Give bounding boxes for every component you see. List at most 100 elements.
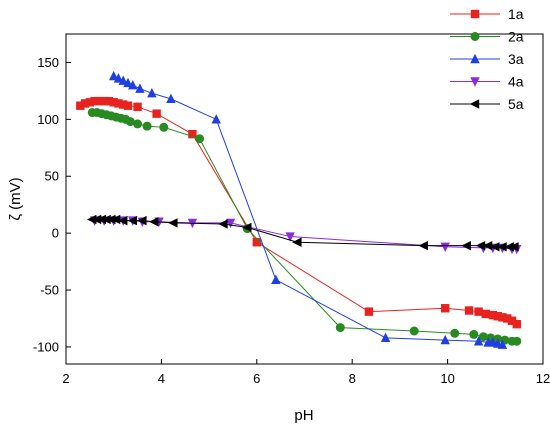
data-point-4a — [440, 242, 450, 252]
series-2a — [87, 108, 522, 346]
data-point-5a — [127, 215, 137, 226]
x-tick-label: 2 — [62, 371, 69, 386]
plot-area — [65, 33, 544, 365]
data-point-2a — [159, 122, 169, 132]
y-tick-label: -50 — [40, 283, 59, 298]
data-point-1a — [507, 316, 517, 325]
data-point-3a — [109, 70, 119, 81]
data-point-3a — [118, 75, 128, 85]
data-point-5a — [91, 214, 102, 225]
data-point-4a — [285, 232, 295, 242]
x-tick-label: 4 — [158, 371, 165, 386]
x-axis-title: pH — [294, 407, 313, 424]
legend-marker — [470, 53, 480, 64]
data-point-1a — [80, 99, 90, 108]
y-tick-label: 50 — [45, 169, 59, 184]
data-point-3a — [147, 87, 157, 98]
legend-marker — [470, 77, 480, 87]
legend-item-1a: 1a — [450, 6, 524, 22]
data-point-2a — [512, 336, 522, 346]
data-point-1a — [119, 100, 128, 109]
data-point-3a — [128, 80, 138, 90]
legend: 1a 2a 3a 4a 5a — [450, 6, 524, 112]
data-point-1a — [252, 238, 261, 247]
data-point-1a — [123, 101, 133, 110]
data-point-1a — [364, 307, 374, 316]
data-point-5a — [101, 214, 111, 225]
data-point-2a — [469, 329, 479, 339]
data-point-1a — [503, 314, 512, 323]
x-tick-label: 6 — [253, 371, 260, 386]
data-point-1a — [133, 102, 142, 112]
data-point-5a — [509, 242, 519, 252]
data-point-2a — [195, 134, 205, 144]
data-point-2a — [133, 119, 143, 129]
y-axis-title: ζ (mV) — [7, 177, 24, 220]
data-point-2a — [450, 328, 460, 338]
series-line-2a — [92, 112, 517, 342]
data-point-5a — [504, 242, 514, 252]
data-point-1a — [493, 312, 502, 321]
data-point-5a — [96, 214, 106, 225]
series-layer — [76, 70, 522, 349]
legend-label: 3a — [508, 51, 524, 67]
data-point-1a — [441, 304, 450, 313]
data-point-1a — [114, 99, 123, 108]
legend-item-3a: 3a — [450, 51, 524, 67]
data-point-5a — [118, 215, 128, 226]
legend-marker — [470, 9, 480, 19]
legend-label: 1a — [508, 6, 524, 22]
data-point-1a — [464, 306, 474, 315]
data-point-1a — [76, 101, 85, 110]
legend-label: 5a — [508, 96, 524, 112]
data-point-5a — [482, 240, 493, 251]
data-point-1a — [488, 310, 498, 320]
data-point-3a — [123, 77, 133, 88]
data-point-1a — [474, 307, 483, 316]
data-point-3a — [271, 274, 281, 284]
data-point-5a — [87, 214, 97, 225]
data-point-1a — [104, 96, 114, 106]
data-point-1a — [481, 309, 490, 319]
data-point-5a — [461, 240, 471, 251]
data-point-1a — [85, 98, 95, 107]
data-point-5a — [106, 214, 116, 225]
data-point-5a — [490, 242, 500, 252]
data-point-5a — [218, 219, 228, 229]
data-point-3a — [440, 334, 450, 345]
legend-item-2a: 2a — [450, 29, 524, 45]
series-5a — [87, 214, 519, 252]
axes-layer: 2 4 6 8 10 12 -100 -50 0 50 100 150 — [33, 55, 550, 386]
data-point-5a — [137, 215, 147, 226]
data-point-3a — [497, 339, 508, 349]
data-point-3a — [380, 332, 391, 343]
data-point-5a — [475, 240, 486, 251]
series-1a — [76, 96, 521, 329]
data-point-5a — [292, 237, 302, 247]
data-point-2a — [142, 121, 152, 131]
data-point-1a — [188, 129, 197, 139]
data-point-1a — [90, 96, 99, 106]
data-point-1a — [152, 109, 161, 118]
legend-label: 4a — [508, 74, 524, 90]
data-point-3a — [113, 73, 124, 83]
data-point-5a — [168, 218, 178, 228]
data-point-2a — [478, 332, 488, 342]
data-point-3a — [166, 93, 176, 104]
legend-marker — [470, 32, 480, 41]
legend-item-5a: 5a — [450, 96, 524, 112]
y-tick-label: -100 — [33, 339, 59, 354]
legend-label: 2a — [508, 29, 524, 45]
data-point-5a — [110, 214, 121, 225]
data-point-1a — [109, 98, 118, 107]
data-point-3a — [135, 83, 145, 93]
data-point-5a — [418, 240, 428, 251]
data-point-4a — [225, 218, 236, 229]
data-point-1a — [95, 96, 104, 106]
y-tick-label: 100 — [37, 112, 59, 127]
x-tick-label: 10 — [440, 371, 454, 386]
data-point-1a — [99, 96, 109, 106]
x-tick-label: 12 — [536, 371, 550, 386]
data-point-2a — [125, 117, 135, 127]
